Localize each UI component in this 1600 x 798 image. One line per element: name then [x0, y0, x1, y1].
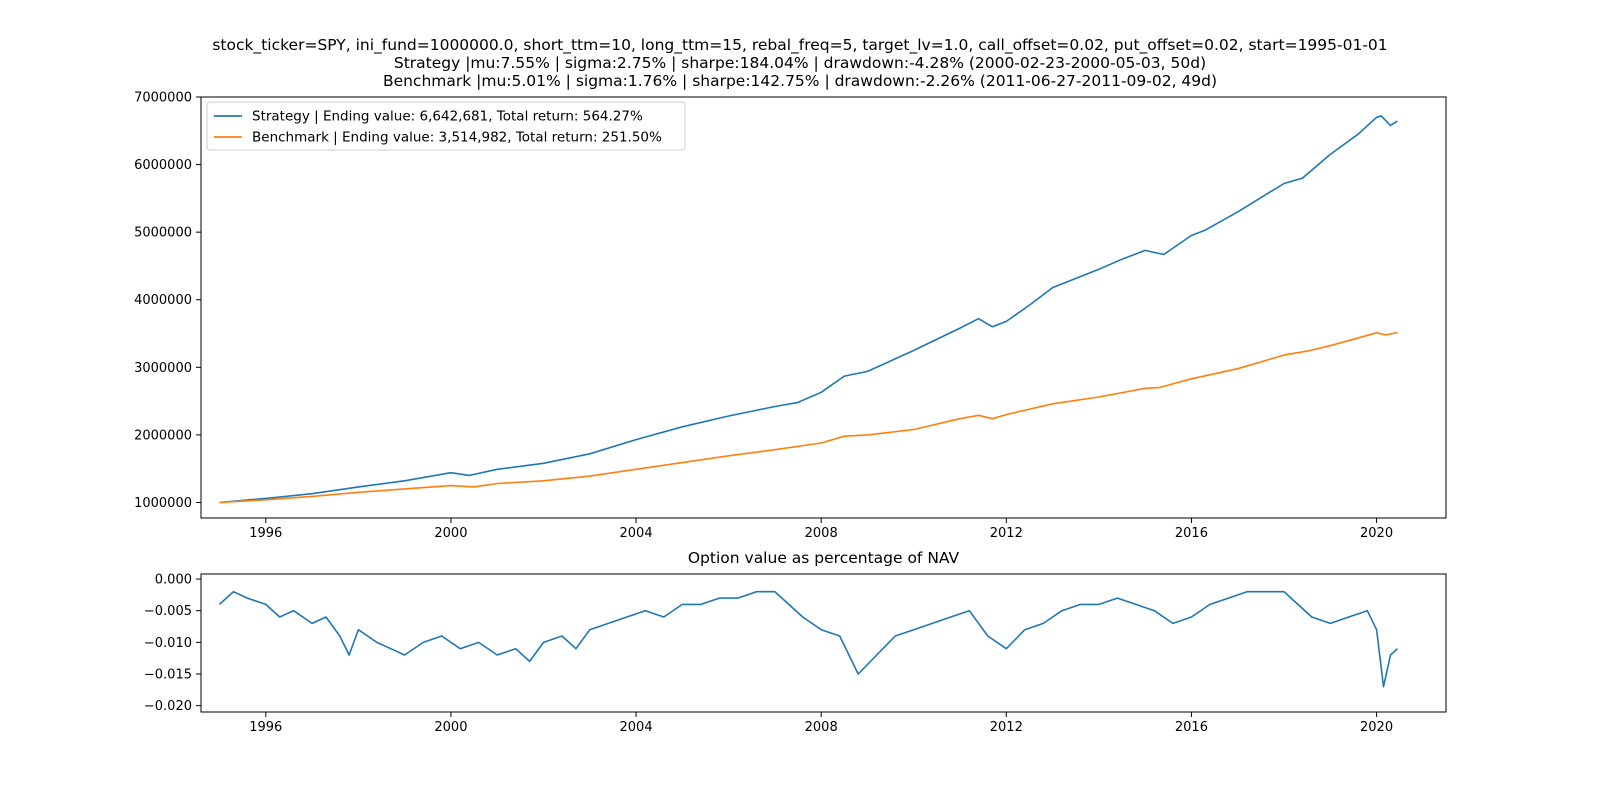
x-tick-label: 2008	[805, 526, 838, 541]
chart-title-line-2: Strategy |mu:7.55% | sigma:2.75% | sharp…	[393, 54, 1207, 72]
series-line-1	[219, 331, 1398, 504]
x-tick-label: 2020	[1360, 720, 1393, 735]
y-tick-label: 5000000	[134, 226, 192, 241]
chart-title-line-3: Benchmark |mu:5.01% | sigma:1.76% | shar…	[382, 72, 1218, 90]
legend-label-1: Benchmark | Ending value: 3,514,982, Tot…	[252, 130, 662, 146]
chart-title-line-1: stock_ticker=SPY, ini_fund=1000000.0, sh…	[212, 36, 1388, 54]
option-plot-frame	[200, 573, 1447, 713]
series-line-0	[219, 115, 1398, 504]
main-plot-frame	[200, 96, 1447, 519]
y-tick-label: 4000000	[134, 293, 192, 308]
y-tick-label: −0.020	[144, 699, 192, 714]
x-tick-label: 2008	[805, 720, 838, 735]
option-value-plot: Option value as percentage of NAV 1996 200…	[144, 549, 1447, 735]
x-tick-label: 2000	[434, 720, 467, 735]
x-tick-label: 2016	[1175, 526, 1208, 541]
y-tick-label: −0.015	[144, 668, 192, 683]
legend-box	[206, 101, 686, 151]
x-tick-label: 2004	[620, 720, 653, 735]
y-tick-label: 3000000	[134, 361, 192, 376]
x-tick-label: 2020	[1360, 526, 1393, 541]
x-tick-label: 1996	[249, 720, 282, 735]
y-tick-label: 1000000	[134, 496, 192, 511]
x-tick-label: 2004	[620, 526, 653, 541]
y-tick-label: −0.005	[144, 604, 192, 619]
y-tick-label: 0.000	[155, 573, 192, 588]
x-tick-label: 2000	[434, 526, 467, 541]
x-tick-label: 2016	[1175, 720, 1208, 735]
y-tick-label: 2000000	[134, 428, 192, 443]
legend: Strategy | Ending value: 6,642,681, Tota…	[206, 101, 686, 151]
x-tick-label: 2012	[990, 526, 1023, 541]
series-line-0	[218, 590, 1398, 688]
y-tick-label: −0.010	[144, 636, 192, 651]
legend-label-0: Strategy | Ending value: 6,642,681, Tota…	[252, 109, 643, 125]
option-value-title: Option value as percentage of NAV	[688, 549, 960, 567]
y-tick-label: 6000000	[134, 158, 192, 173]
main-plot: 1996 2000 2004 2008 2012 2016 2020 1000000 20000…	[134, 91, 1447, 541]
x-tick-label: 1996	[249, 526, 282, 541]
x-tick-label: 2012	[990, 720, 1023, 735]
y-tick-label: 7000000	[134, 91, 192, 106]
